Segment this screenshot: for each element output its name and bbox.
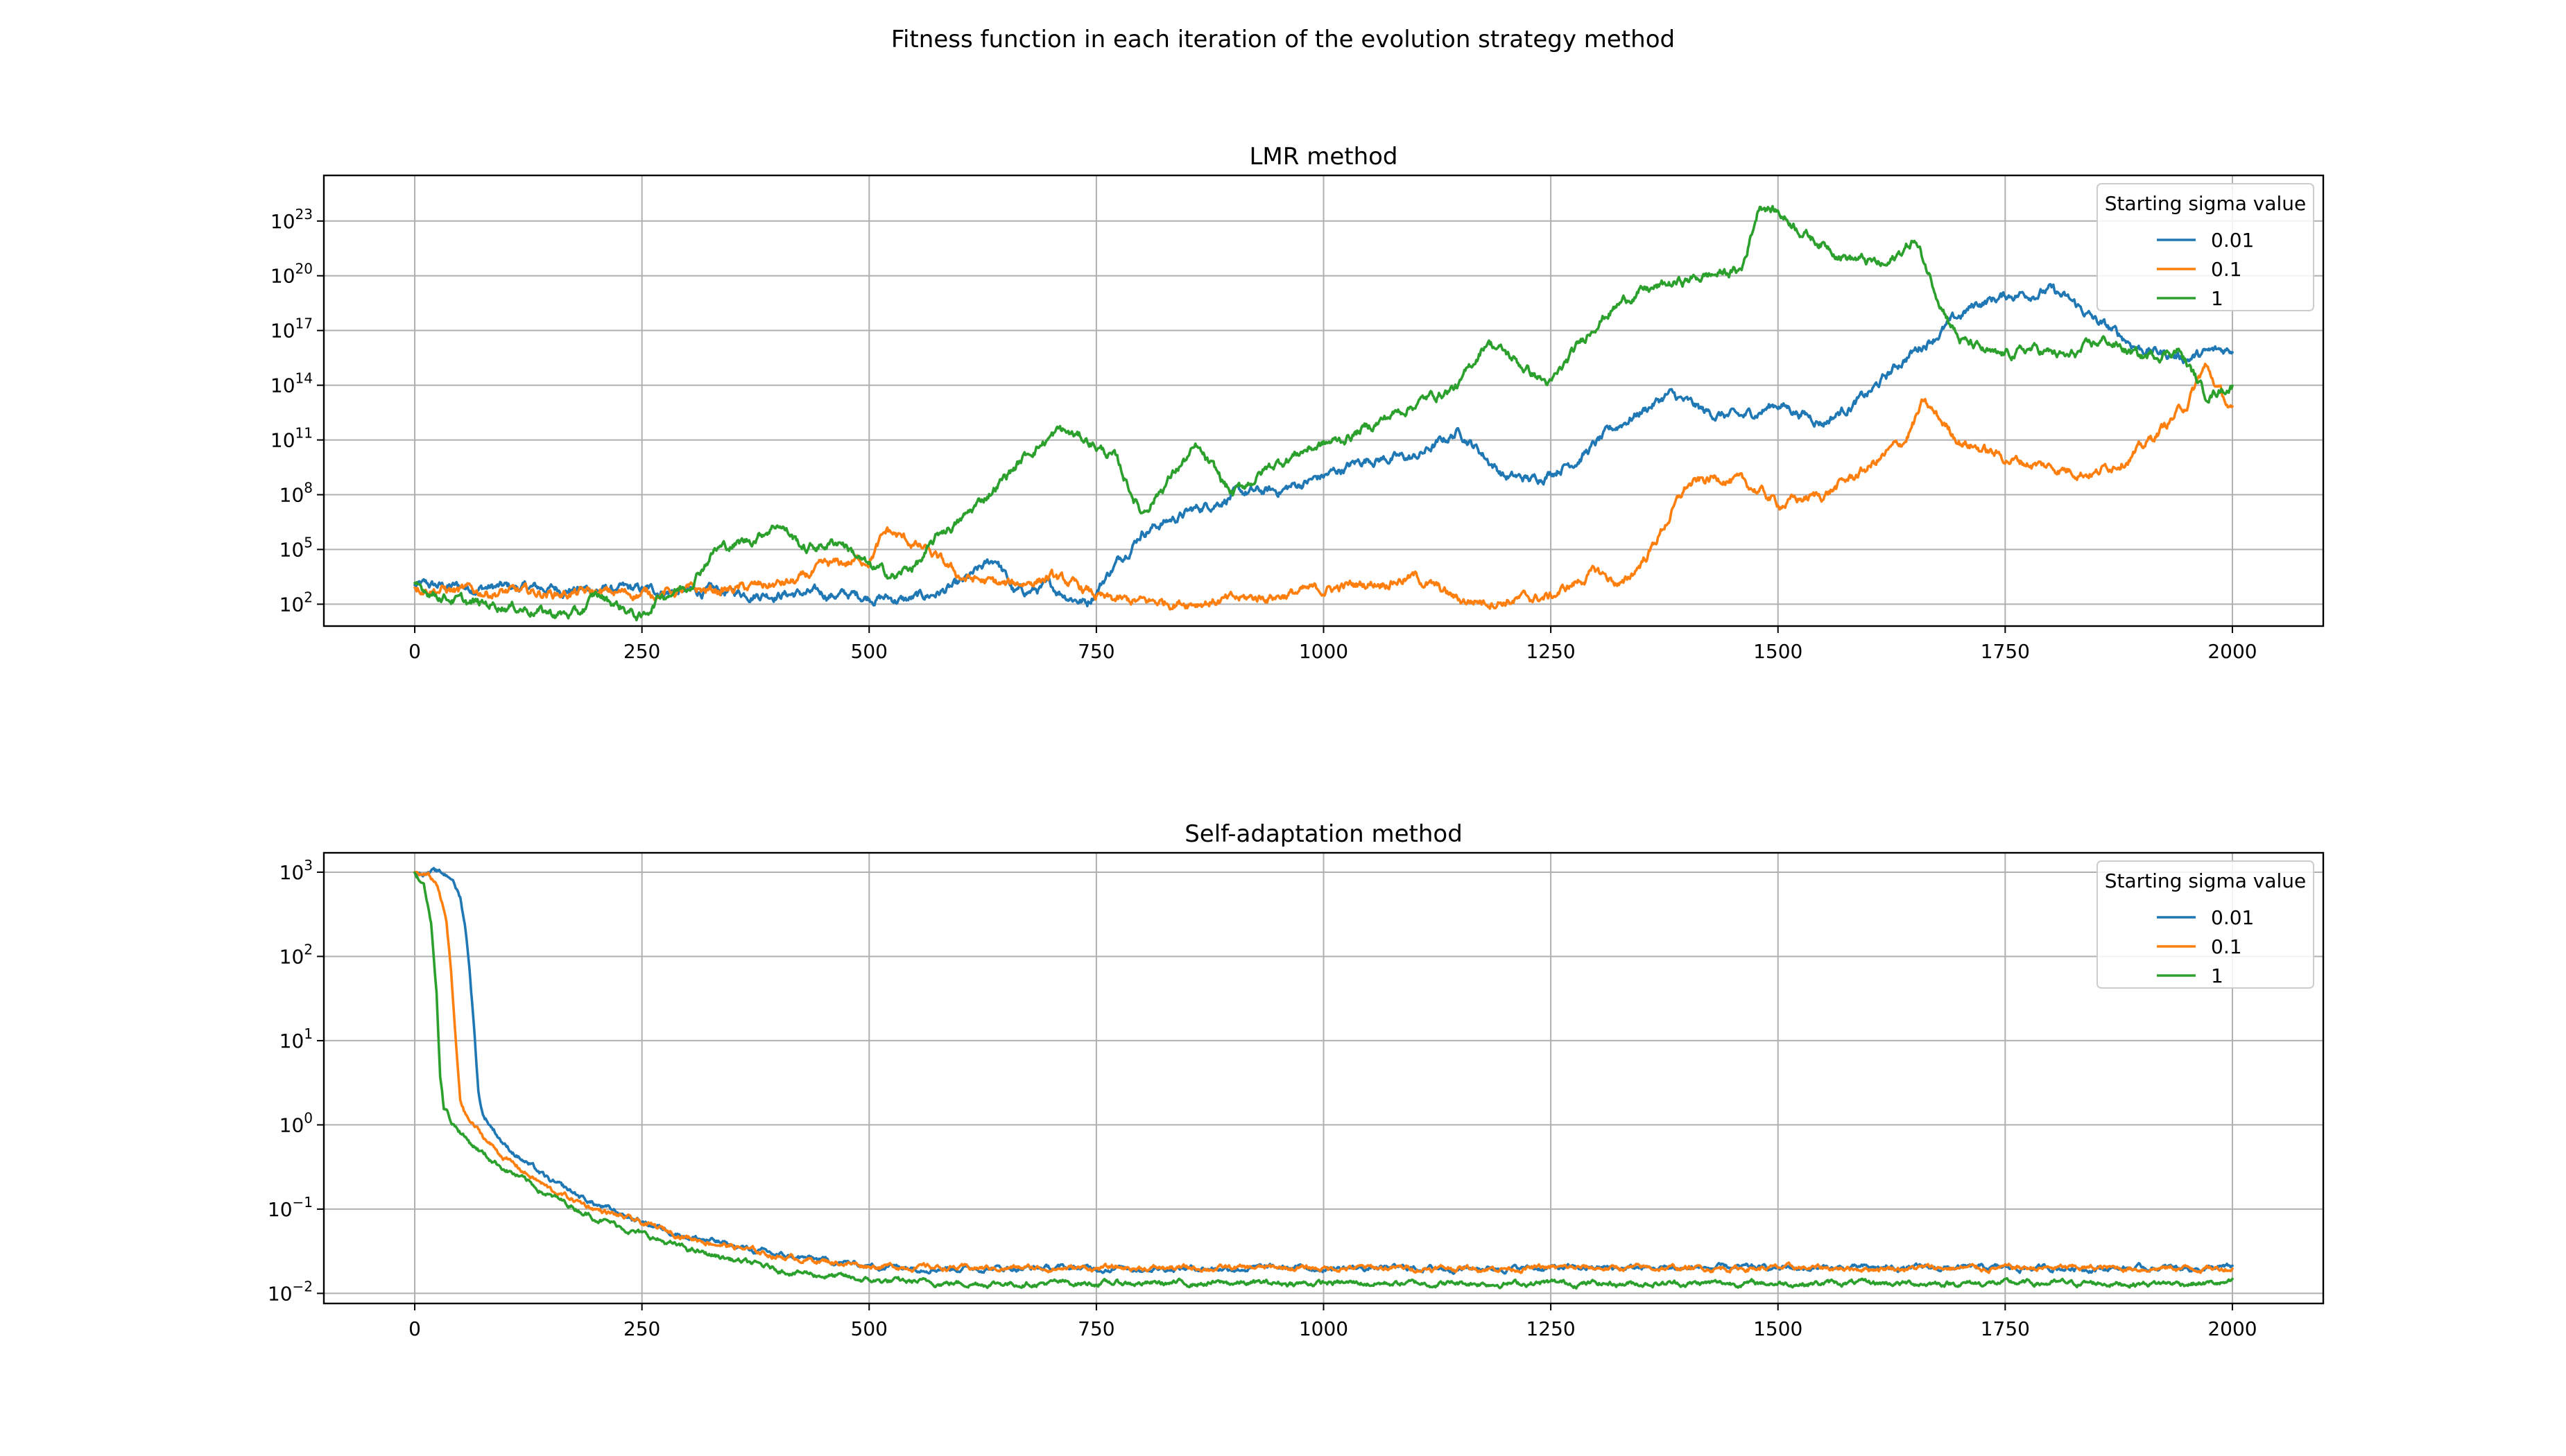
legend-title: Starting sigma value [2105, 869, 2307, 892]
x-tick-label: 1000 [1299, 640, 1348, 663]
y-tick-label: 1014 [270, 370, 313, 397]
legend-box [2096, 183, 2314, 311]
x-tick-label: 0 [408, 1317, 421, 1340]
y-tick-label: 101 [279, 1025, 313, 1052]
legend-box [2096, 860, 2314, 989]
series-line-0.1 [413, 363, 2234, 611]
legend-label: 0.01 [2211, 229, 2254, 252]
y-tick-label: 1011 [270, 425, 313, 452]
x-tick-label: 750 [1078, 640, 1114, 663]
y-tick-label: 10−1 [268, 1194, 313, 1221]
legend-label: 0.01 [2211, 906, 2254, 929]
legend-title: Starting sigma value [2105, 192, 2307, 215]
y-tick-label: 100 [279, 1109, 313, 1136]
subplot-title: Self-adaptation method [1185, 820, 1463, 848]
series-line-0.1 [413, 870, 2234, 1274]
x-tick-label: 1500 [1753, 640, 1802, 663]
x-tick-label: 1250 [1526, 1317, 1575, 1340]
x-tick-label: 500 [851, 1317, 888, 1340]
grid [324, 175, 2323, 626]
figure-suptitle: Fitness function in each iteration of th… [891, 26, 1675, 53]
y-tick-label: 102 [279, 589, 313, 616]
x-tick-label: 0 [408, 640, 421, 663]
legend-label: 0.1 [2211, 935, 2242, 958]
x-tick-label: 2000 [2207, 640, 2257, 663]
x-tick-label: 1250 [1526, 640, 1575, 663]
x-tick-label: 2000 [2207, 1317, 2257, 1340]
subplot-1: 0 250 500 750 1000 1250 1500 1750 2000 102 105 108 1… [270, 143, 2325, 663]
legend-label: 0.1 [2211, 258, 2242, 281]
y-tick-label: 10−2 [268, 1278, 313, 1305]
legend-label: 1 [2211, 964, 2223, 987]
x-tick-label: 1750 [1981, 640, 2030, 663]
series-line-1 [413, 871, 2234, 1290]
y-tick-label: 105 [279, 534, 313, 561]
y-tick-label: 103 [279, 857, 313, 884]
x-tick-label: 1750 [1981, 1317, 2030, 1340]
legend: Starting sigma value 0.01 0.1 1 [2096, 183, 2314, 311]
legend-label: 1 [2211, 287, 2223, 310]
subplot-2: 0 250 500 750 1000 1250 1500 1750 200010−210−110… [268, 820, 2325, 1340]
y-tick-label: 1020 [270, 261, 313, 288]
y-tick-label: 1023 [270, 206, 313, 233]
x-tick-label: 500 [851, 640, 888, 663]
y-tick-label: 1017 [270, 315, 313, 343]
y-tick-label: 108 [279, 480, 313, 507]
legend: Starting sigma value 0.01 0.1 1 [2096, 860, 2314, 989]
x-tick-label: 250 [623, 640, 660, 663]
subplot-title: LMR method [1249, 143, 1397, 171]
series-group [413, 205, 2234, 622]
x-tick-label: 250 [623, 1317, 660, 1340]
series-line-1 [413, 205, 2234, 622]
y-tick-label: 102 [279, 941, 313, 968]
x-tick-label: 1000 [1299, 1317, 1348, 1340]
series-group [413, 867, 2234, 1290]
series-line-0.01 [413, 283, 2234, 607]
x-tick-label: 1500 [1753, 1317, 1802, 1340]
grid [324, 853, 2323, 1303]
x-tick-label: 750 [1078, 1317, 1114, 1340]
